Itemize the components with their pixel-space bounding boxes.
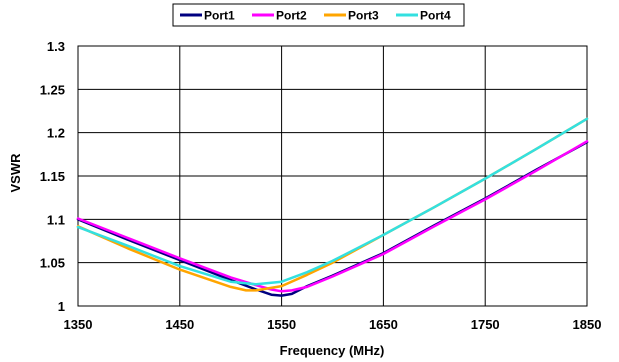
- y-tick-label: 1.2: [47, 126, 65, 141]
- series-line-port2: [76, 140, 589, 293]
- x-tick-label: 1350: [64, 317, 93, 332]
- x-tick-label: 1550: [267, 317, 296, 332]
- legend: Port1 Port2 Port3 Port4: [172, 3, 465, 27]
- legend-label-port4: Port4: [420, 9, 451, 23]
- y-tick-label: 1.25: [40, 82, 65, 97]
- legend-label-port3: Port3: [348, 9, 379, 23]
- series-line-port4: [76, 117, 589, 286]
- x-tick-label: 1450: [165, 317, 194, 332]
- x-tick-label: 1850: [573, 317, 602, 332]
- y-tick-label: 1.3: [47, 39, 65, 54]
- series-lines: [76, 117, 589, 297]
- y-tick-label: 1.05: [40, 256, 65, 271]
- tick-labels: 1350 1450 1550 1650 1750 1850 1 1.05 1.1 1.15 1.2 1…: [40, 39, 602, 332]
- y-tick-label: 1: [58, 299, 65, 314]
- legend-label-port2: Port2: [276, 9, 307, 23]
- y-tick-label: 1.15: [40, 169, 65, 184]
- x-axis-title: Frequency (MHz): [280, 343, 385, 358]
- x-tick-label: 1650: [369, 317, 398, 332]
- y-axis-title: VSWR: [8, 153, 23, 193]
- plot-area-frame: [77, 45, 588, 307]
- legend-label-port1: Port1: [204, 9, 235, 23]
- y-tick-label: 1.1: [47, 212, 65, 227]
- x-tick-label: 1750: [471, 317, 500, 332]
- legend-box: [172, 3, 465, 27]
